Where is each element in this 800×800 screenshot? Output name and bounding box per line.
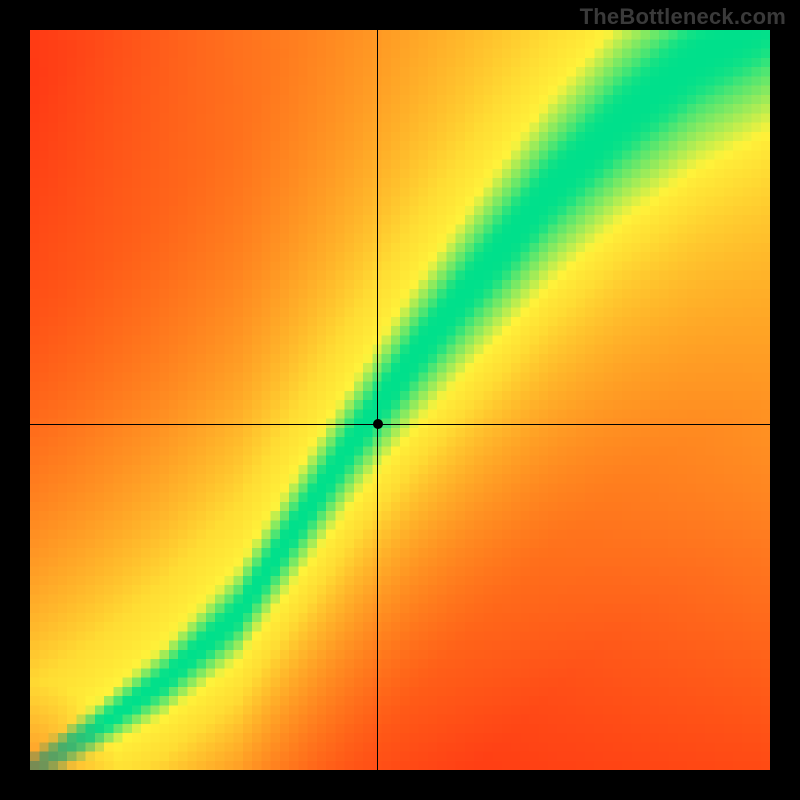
- heatmap-canvas: [30, 30, 770, 770]
- heatmap-plot: [30, 30, 770, 770]
- watermark-label: TheBottleneck.com: [580, 4, 786, 30]
- crosshair-horizontal: [30, 424, 770, 425]
- crosshair-vertical: [377, 30, 378, 770]
- crosshair-marker: [373, 419, 383, 429]
- outer-frame: TheBottleneck.com: [0, 0, 800, 800]
